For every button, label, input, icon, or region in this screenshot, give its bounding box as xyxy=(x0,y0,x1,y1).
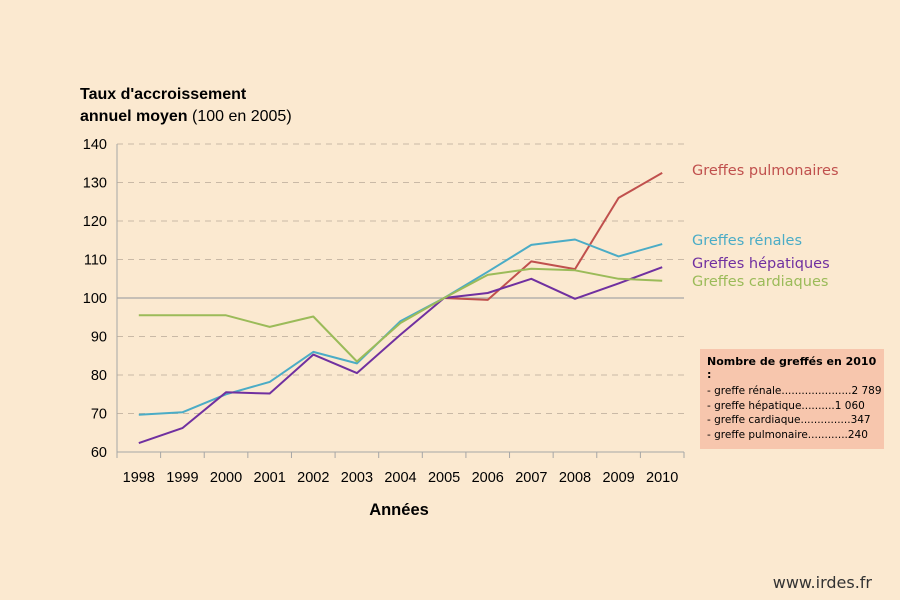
chart-title-line2: annuel moyen (100 en 2005) xyxy=(80,108,292,126)
x-tick-label: 1999 xyxy=(166,470,198,486)
y-tick-label: 60 xyxy=(91,445,107,461)
x-tick-label: 2002 xyxy=(297,470,329,486)
series-line xyxy=(138,267,663,363)
x-tick-label: 2000 xyxy=(210,470,242,486)
x-tick-label: 2004 xyxy=(384,470,416,486)
y-tick-label: 130 xyxy=(83,176,107,192)
transplant-count-title: Nombre de greffés en 2010 : xyxy=(707,355,877,381)
chart-title-line1: Taux d'accroissement xyxy=(80,86,247,103)
x-tick-label: 2010 xyxy=(646,470,678,486)
x-tick-label: 2009 xyxy=(602,470,634,486)
y-tick-label: 80 xyxy=(91,368,107,384)
chart-title-bold: annuel moyen xyxy=(80,108,188,125)
series-label: Greffes hépatiques xyxy=(692,256,830,272)
y-tick-label: 110 xyxy=(84,253,107,269)
x-axis-label: Années xyxy=(369,501,429,519)
y-tick-label: 90 xyxy=(91,330,107,346)
series-label: Greffes rénales xyxy=(692,233,802,249)
website-label[interactable]: www.irdes.fr xyxy=(772,573,872,592)
series-label: Greffes cardiaques xyxy=(692,274,828,290)
y-tick-label: 140 xyxy=(83,137,107,153)
series-label: Greffes pulmonaires xyxy=(692,163,839,179)
series-line xyxy=(138,238,663,416)
transplant-count-box: Nombre de greffés en 2010 : - greffe rén… xyxy=(700,349,884,449)
series-line xyxy=(444,172,663,301)
transplant-count-row: - greffe cardiaque...............347 xyxy=(707,414,871,426)
x-tick-label: 1998 xyxy=(123,470,155,486)
x-tick-label: 2003 xyxy=(341,470,373,486)
y-tick-label: 70 xyxy=(91,407,107,423)
transplant-count-row: - greffe hépatique..........1 060 xyxy=(707,399,865,412)
x-tick-label: 2007 xyxy=(515,470,547,486)
y-tick-label: 120 xyxy=(83,214,107,230)
y-tick-label: 100 xyxy=(83,291,107,307)
x-tick-label: 2006 xyxy=(472,470,504,486)
transplant-count-row: - greffe rénale.....................2 78… xyxy=(707,385,882,397)
chart-title-rest: (100 en 2005) xyxy=(187,108,292,125)
x-tick-label: 2008 xyxy=(559,470,591,486)
x-tick-label: 2005 xyxy=(428,470,460,486)
transplant-count-row: - greffe pulmonaire............240 xyxy=(707,428,868,441)
x-tick-label: 2001 xyxy=(254,470,286,486)
series-line xyxy=(138,266,663,445)
